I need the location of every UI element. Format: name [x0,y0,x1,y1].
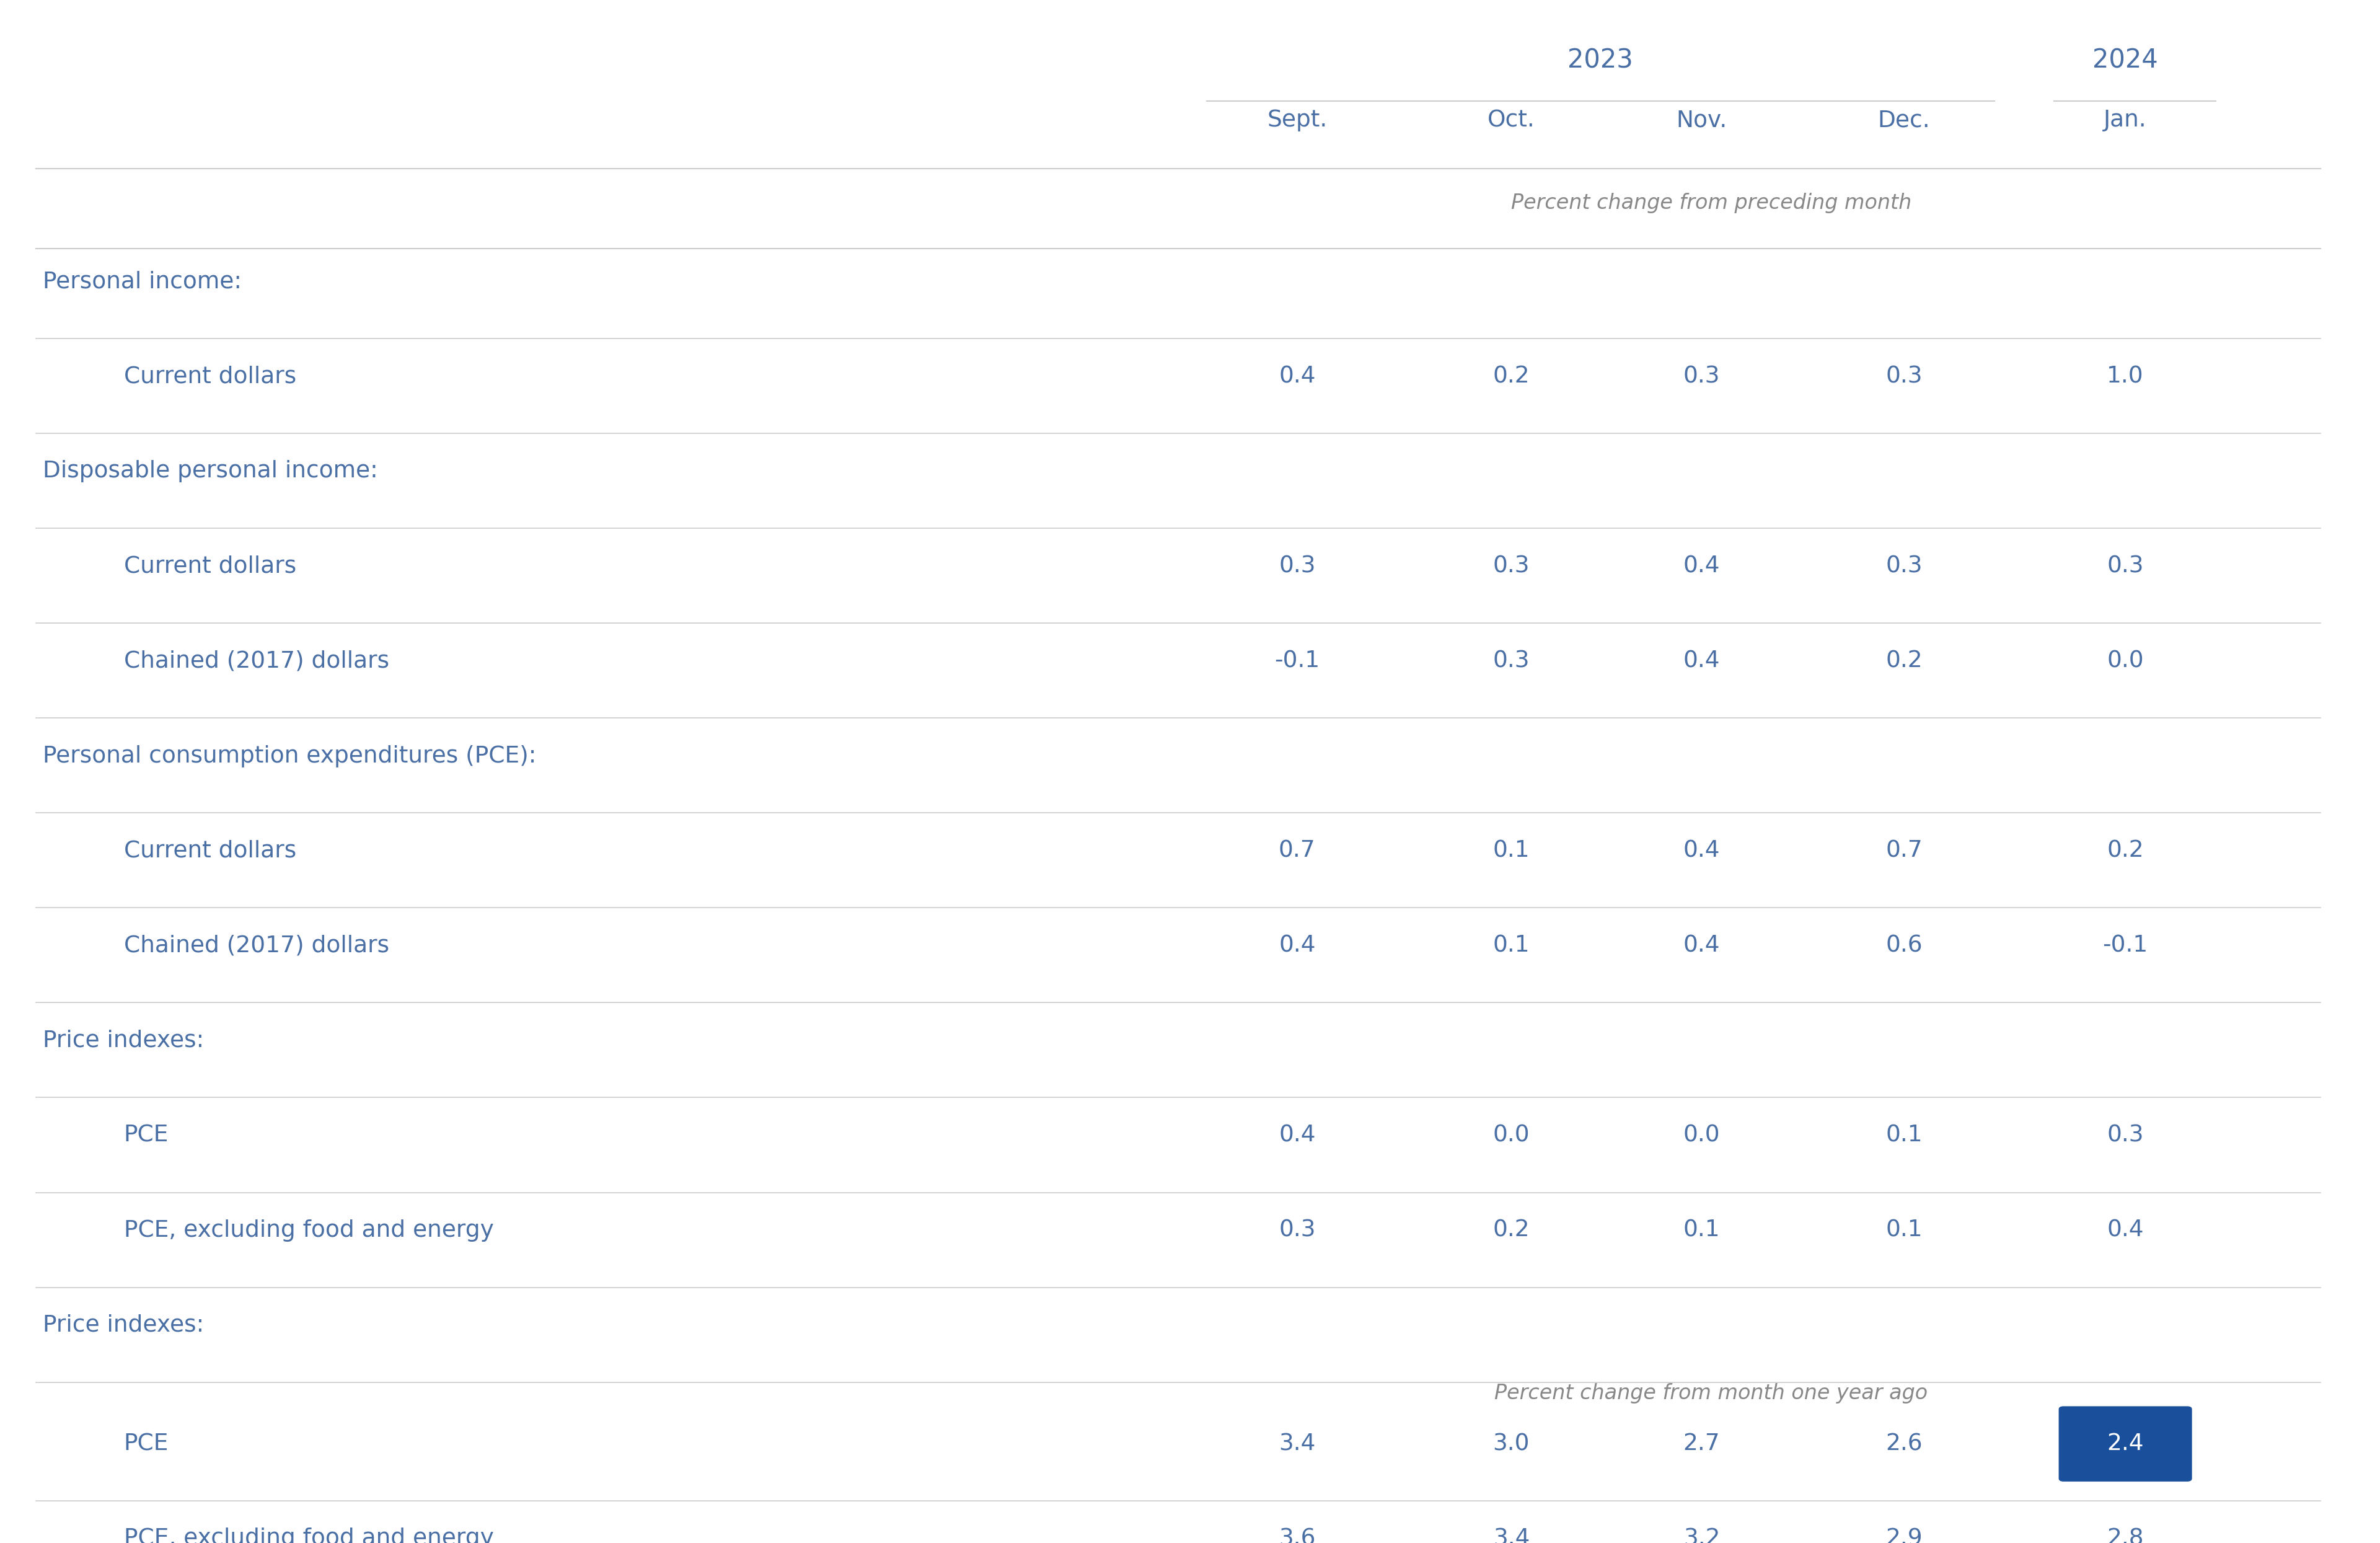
Text: 0.3: 0.3 [1492,650,1530,673]
Text: PCE, excluding food and energy: PCE, excluding food and energy [124,1219,493,1242]
Text: 3.4: 3.4 [1278,1433,1316,1455]
Text: Price indexes:: Price indexes: [43,1029,205,1052]
Text: 2024: 2024 [2092,48,2159,73]
Text: 0.1: 0.1 [1885,1219,1923,1242]
Text: 0.7: 0.7 [1885,839,1923,863]
Text: 0.1: 0.1 [1885,1125,1923,1146]
Text: 0.3: 0.3 [1278,1219,1316,1242]
Text: 0.1: 0.1 [1492,839,1530,863]
Text: Dec.: Dec. [1878,110,1930,131]
Text: PCE: PCE [124,1433,169,1455]
Text: 0.4: 0.4 [2106,1219,2144,1242]
Text: 0.3: 0.3 [1278,555,1316,577]
Text: Current dollars: Current dollars [124,839,295,863]
Text: 0.2: 0.2 [1885,650,1923,673]
Text: Personal consumption expenditures (PCE):: Personal consumption expenditures (PCE): [43,745,536,767]
Text: Nov.: Nov. [1676,110,1728,131]
FancyBboxPatch shape [2059,1406,2192,1481]
Text: 0.3: 0.3 [2106,1125,2144,1146]
Text: 2.8: 2.8 [2106,1528,2144,1543]
Text: 0.4: 0.4 [1278,1125,1316,1146]
Text: 2.6: 2.6 [1885,1433,1923,1455]
Text: 0.3: 0.3 [2106,555,2144,577]
Text: 0.4: 0.4 [1683,555,1721,577]
Text: Price indexes:: Price indexes: [43,1315,205,1336]
Text: PCE: PCE [124,1125,169,1146]
Text: 0.4: 0.4 [1683,935,1721,957]
Text: 0.0: 0.0 [2106,650,2144,673]
Text: 0.4: 0.4 [1278,935,1316,957]
Text: Chained (2017) dollars: Chained (2017) dollars [124,650,388,673]
Text: -0.1: -0.1 [2102,935,2149,957]
Text: Percent change from preceding month: Percent change from preceding month [1511,193,1911,213]
Text: 0.3: 0.3 [1885,555,1923,577]
Text: -0.1: -0.1 [1273,650,1321,673]
Text: 0.1: 0.1 [1683,1219,1721,1242]
Text: 2.9: 2.9 [1885,1528,1923,1543]
Text: 0.4: 0.4 [1278,366,1316,387]
Text: 3.4: 3.4 [1492,1528,1530,1543]
Text: 2023: 2023 [1568,48,1633,73]
Text: Current dollars: Current dollars [124,366,295,387]
Text: 0.0: 0.0 [1683,1125,1721,1146]
Text: 0.4: 0.4 [1683,650,1721,673]
Text: Personal income:: Personal income: [43,270,243,293]
Text: 3.2: 3.2 [1683,1528,1721,1543]
Text: Chained (2017) dollars: Chained (2017) dollars [124,935,388,957]
Text: Sept.: Sept. [1266,110,1328,131]
Text: 3.0: 3.0 [1492,1433,1530,1455]
Text: 0.3: 0.3 [1885,366,1923,387]
Text: 0.2: 0.2 [2106,839,2144,863]
Text: Percent change from month one year ago: Percent change from month one year ago [1495,1384,1928,1404]
Text: 2.4: 2.4 [2106,1433,2144,1455]
Text: 0.7: 0.7 [1278,839,1316,863]
Text: 3.6: 3.6 [1278,1528,1316,1543]
Text: PCE, excluding food and energy: PCE, excluding food and energy [124,1528,493,1543]
Text: 0.0: 0.0 [1492,1125,1530,1146]
Text: 0.2: 0.2 [1492,1219,1530,1242]
Text: 0.4: 0.4 [1683,839,1721,863]
Text: Current dollars: Current dollars [124,555,295,577]
Text: 0.1: 0.1 [1492,935,1530,957]
Text: 0.3: 0.3 [1492,555,1530,577]
Text: Oct.: Oct. [1488,110,1535,131]
Text: 2.7: 2.7 [1683,1433,1721,1455]
Text: 0.3: 0.3 [1683,366,1721,387]
Text: 0.2: 0.2 [1492,366,1530,387]
Text: 1.0: 1.0 [2106,366,2144,387]
Text: Disposable personal income:: Disposable personal income: [43,460,378,483]
Text: Jan.: Jan. [2104,110,2147,131]
Text: 0.6: 0.6 [1885,935,1923,957]
